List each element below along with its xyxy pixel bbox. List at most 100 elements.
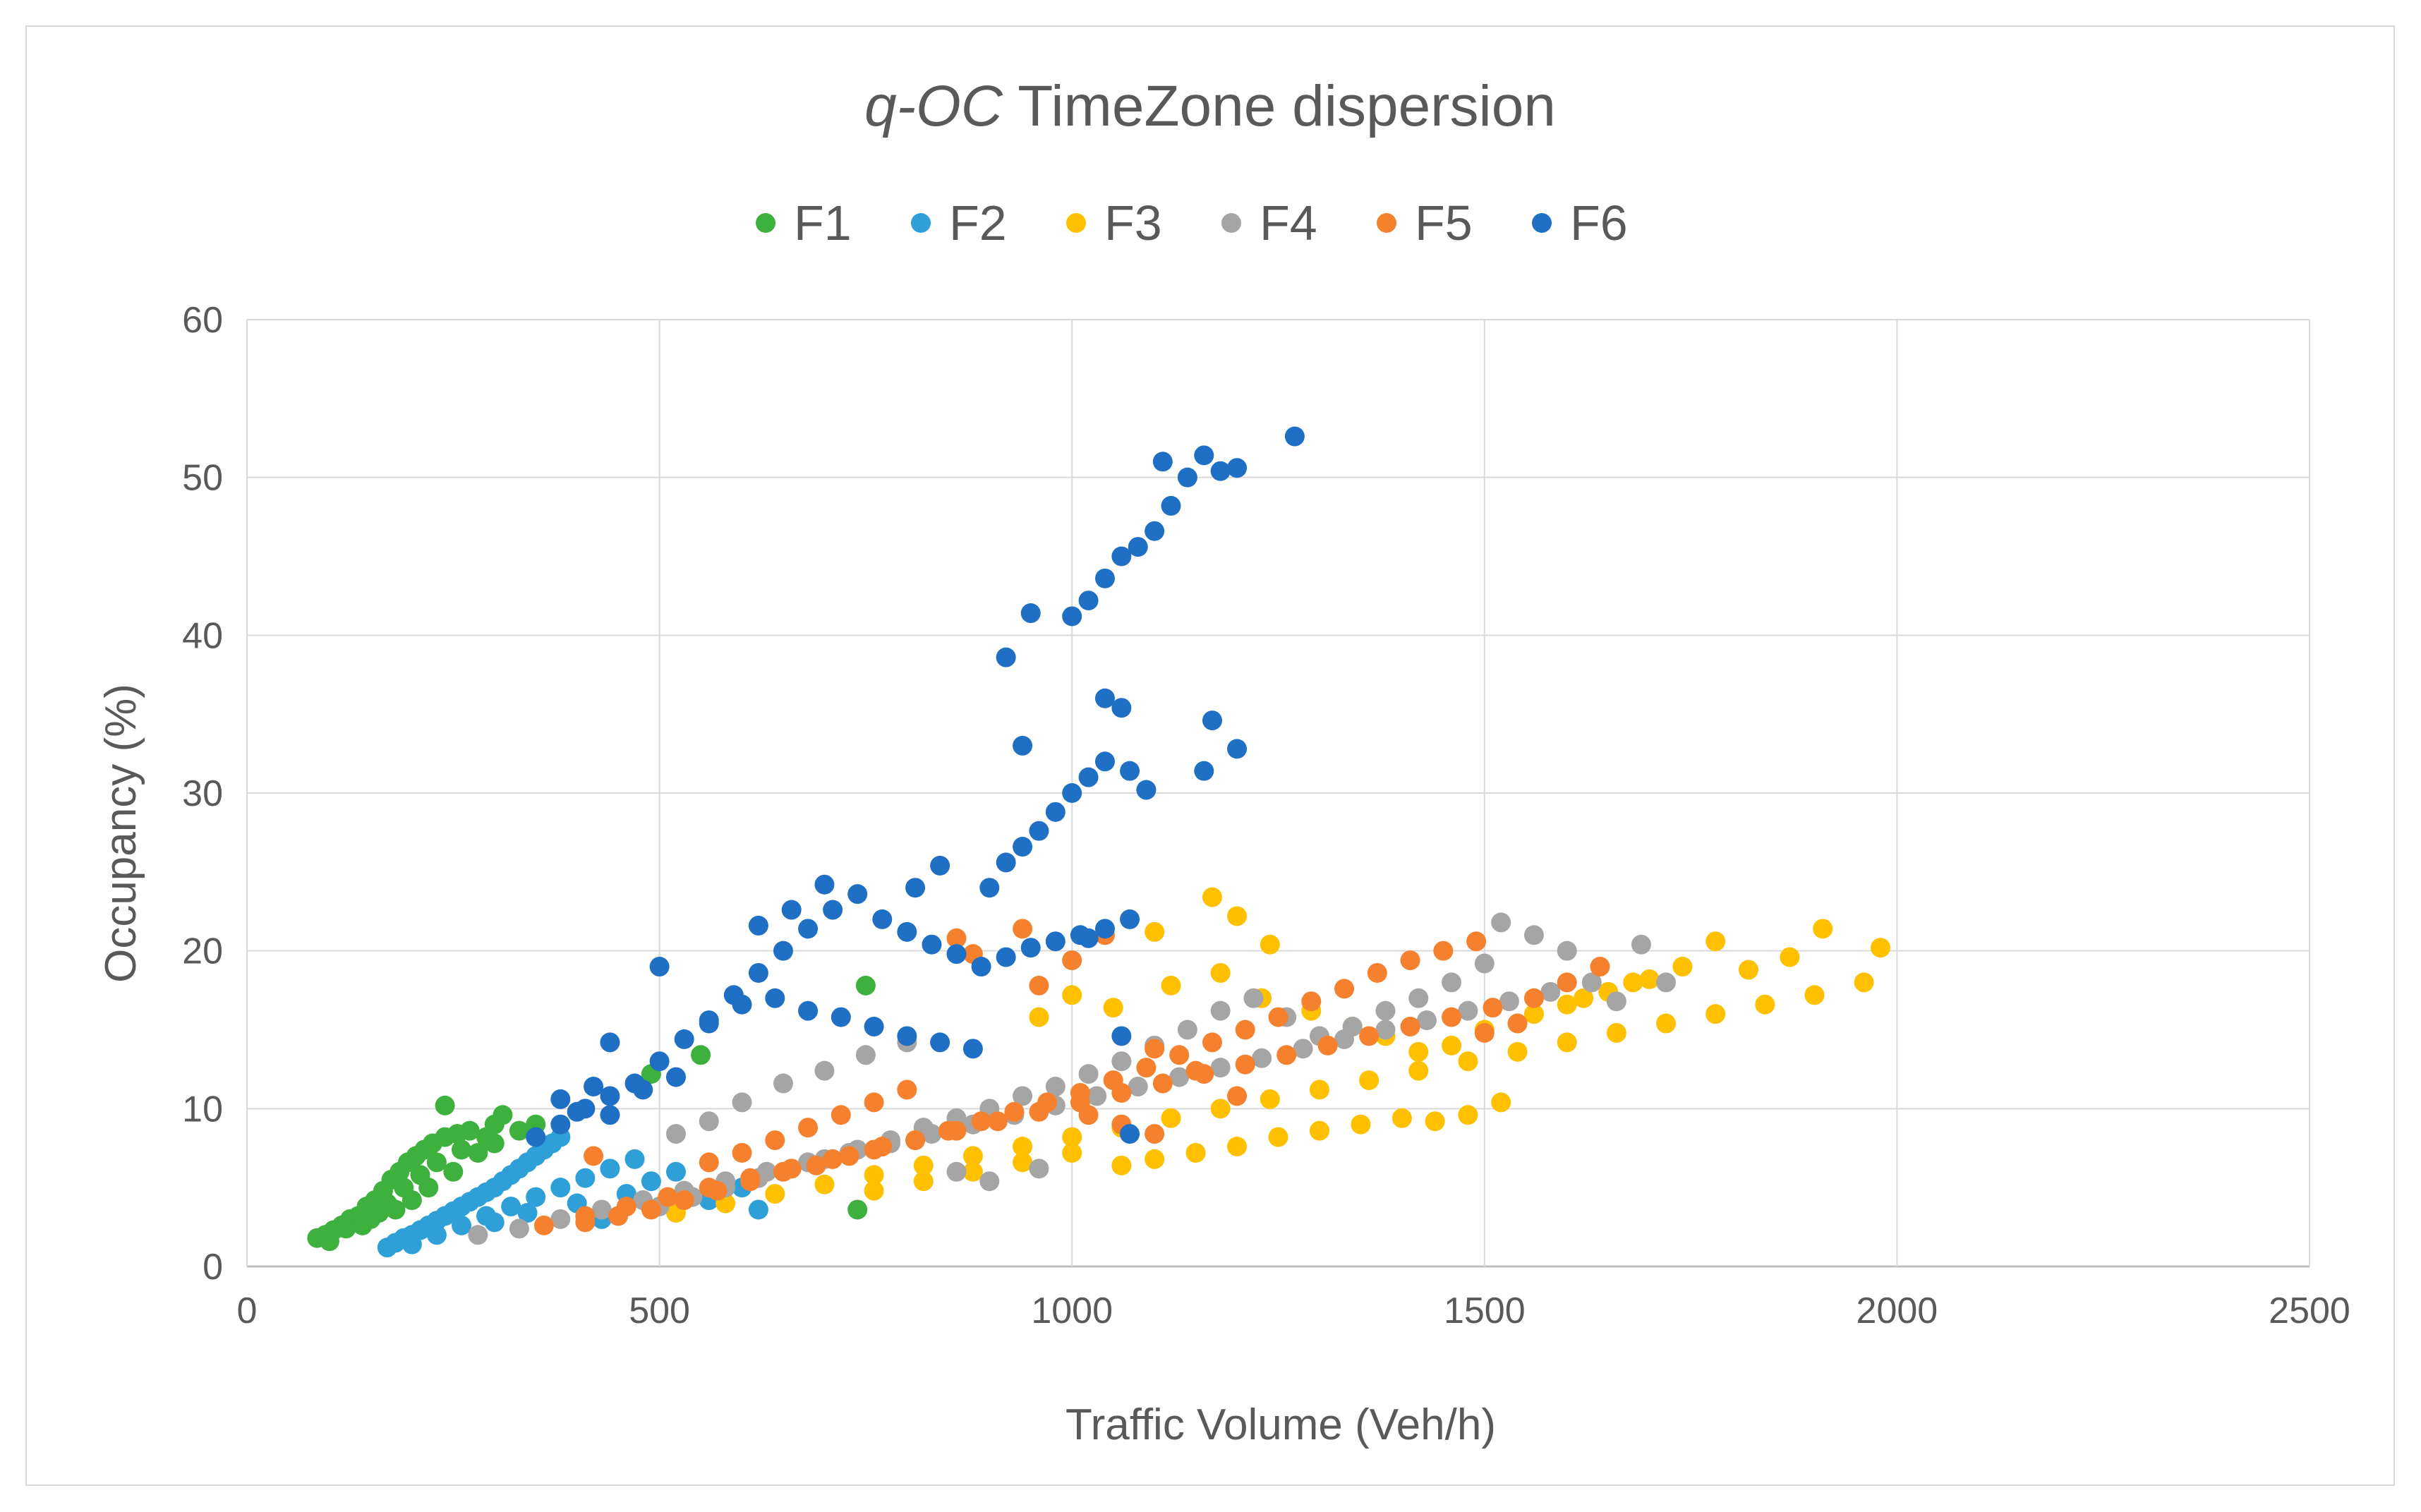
legend-marker [1377, 213, 1396, 233]
data-point-f5 [1507, 1013, 1528, 1034]
data-point-f4 [1375, 1020, 1396, 1040]
data-point-f3 [1656, 1013, 1677, 1034]
data-point-f3 [1391, 1108, 1412, 1128]
data-point-f4 [591, 1199, 612, 1220]
data-point-f5 [1433, 941, 1454, 961]
data-point-f5 [674, 1190, 694, 1211]
chart-title: q-OC TimeZone dispersion [864, 74, 1556, 138]
data-point-f3 [1013, 1152, 1033, 1173]
data-point-f5 [1004, 1101, 1025, 1122]
data-point-f5 [1145, 1124, 1165, 1144]
data-point-f3 [1458, 1051, 1478, 1072]
data-point-f6 [1111, 698, 1132, 718]
data-point-f6 [847, 884, 868, 905]
data-point-f4 [1491, 912, 1511, 933]
data-point-f5 [872, 1137, 893, 1157]
data-point-f6 [649, 1051, 670, 1072]
data-point-f6 [1152, 452, 1173, 472]
data-point-f3 [1557, 994, 1577, 1015]
data-point-f5 [1466, 931, 1487, 952]
data-point-f5 [533, 1215, 554, 1235]
data-point-f3 [1606, 1022, 1626, 1043]
data-point-f5 [1145, 1039, 1165, 1059]
data-point-f2 [451, 1215, 471, 1235]
data-point-f4 [1581, 972, 1602, 993]
data-point-f5 [765, 1130, 785, 1151]
data-point-f6 [649, 957, 670, 977]
data-point-f6 [996, 647, 1016, 667]
data-point-f5 [946, 928, 967, 948]
y-tick-label: 0 [203, 1247, 223, 1288]
data-point-f5 [798, 1118, 819, 1138]
data-point-f6 [1020, 603, 1041, 624]
data-point-f3 [765, 1184, 785, 1204]
data-point-f3 [1623, 972, 1643, 993]
data-point-f3 [1210, 1099, 1231, 1119]
data-point-f3 [1145, 921, 1165, 942]
data-point-f4 [1029, 1159, 1049, 1179]
data-point-f5 [1268, 1007, 1288, 1027]
data-point-f1 [352, 1215, 373, 1235]
data-point-f4 [1111, 1051, 1132, 1072]
legend-marker [1221, 213, 1241, 233]
data-point-f5 [699, 1152, 719, 1173]
data-point-f5 [1103, 1070, 1123, 1091]
data-point-f6 [1045, 931, 1065, 952]
data-point-f4 [1252, 1048, 1272, 1068]
data-point-f3 [1408, 1041, 1429, 1062]
data-point-f5 [864, 1092, 884, 1113]
data-point-f6 [1078, 928, 1099, 948]
data-point-f4 [855, 1045, 876, 1065]
data-point-f6 [1094, 688, 1115, 708]
data-point-f5 [1557, 972, 1577, 993]
data-point-f3 [1161, 975, 1181, 996]
data-point-f6 [550, 1114, 571, 1135]
data-point-f4 [699, 1111, 719, 1132]
data-point-f6 [831, 1007, 851, 1027]
data-point-f5 [1317, 1035, 1338, 1056]
data-point-f5 [831, 1105, 851, 1125]
x-tick-label: 2000 [1856, 1290, 1938, 1331]
data-point-f3 [1871, 938, 1891, 958]
data-point-f6 [1120, 909, 1140, 929]
data-point-f6 [1227, 739, 1248, 759]
data-point-f5 [1400, 1017, 1420, 1037]
data-point-f4 [1499, 991, 1519, 1012]
data-point-f1 [476, 1127, 497, 1147]
data-point-f6 [732, 994, 752, 1015]
data-point-f3 [864, 1180, 884, 1201]
data-point-f3 [962, 1161, 983, 1182]
data-point-f6 [930, 1032, 950, 1053]
data-point-f1 [319, 1231, 339, 1252]
y-tick-label: 10 [182, 1089, 223, 1130]
data-point-f4 [1045, 1077, 1065, 1097]
data-point-f4 [814, 1060, 835, 1081]
legend-item-f5: F5 [1377, 195, 1473, 250]
data-point-f1 [847, 1199, 868, 1220]
data-point-f3 [1557, 1032, 1577, 1053]
data-point-f3 [1161, 1108, 1181, 1128]
data-point-f6 [946, 944, 967, 964]
data-point-f5 [1136, 1058, 1157, 1078]
data-point-f4 [1243, 988, 1264, 1008]
data-point-f4 [1631, 934, 1651, 955]
data-point-f3 [1111, 1155, 1132, 1175]
data-point-f6 [1145, 521, 1165, 541]
data-point-f3 [1062, 1142, 1082, 1163]
data-point-f2 [600, 1159, 620, 1179]
data-point-f6 [1210, 461, 1231, 481]
data-point-f4 [1210, 1058, 1231, 1078]
data-point-f5 [1359, 1026, 1379, 1046]
data-point-f6 [1128, 537, 1148, 557]
data-point-f4 [1078, 1064, 1099, 1084]
data-point-f4 [1656, 972, 1677, 993]
data-point-f5 [1013, 919, 1033, 939]
data-point-f3 [1227, 1137, 1248, 1157]
chart-title-italic: q-OC [864, 74, 1003, 138]
data-point-f3 [1705, 931, 1726, 952]
legend-label: F1 [794, 195, 852, 250]
legend-label: F4 [1260, 195, 1317, 250]
data-point-f5 [806, 1155, 826, 1175]
data-point-f6 [962, 1039, 983, 1059]
data-point-f3 [1804, 985, 1825, 1005]
